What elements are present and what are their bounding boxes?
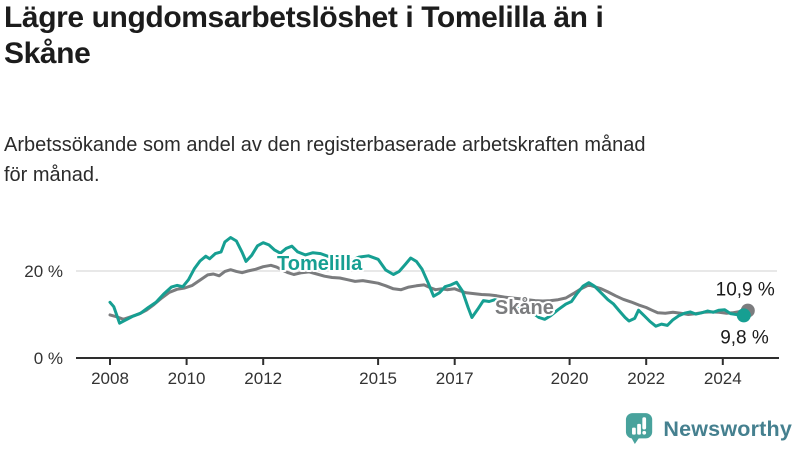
newsworthy-logo-icon [626,413,653,444]
y-tick-label-0: 0 % [34,349,63,368]
x-tick-label-2008: 2008 [91,369,129,388]
newsworthy-logo-text: Newsworthy [663,417,792,441]
end-value-label-skåne: 10,9 % [716,280,775,301]
x-tick-label-2024: 2024 [704,369,742,388]
title-line-2: Skåne [4,37,91,70]
subtitle-line-2: för månad. [4,164,100,186]
series-label-skåne: Skåne [495,296,554,319]
x-tick-label-2012: 2012 [244,369,282,388]
x-tick-label-2022: 2022 [627,369,665,388]
x-tick-label-2017: 2017 [436,369,474,388]
series-label-tomelilla: Tomelilla [277,253,363,275]
logo-bubble-tail [630,436,641,444]
page-title: Lägre ungdomsarbetslöshet i Tomelilla än… [4,0,788,72]
logo-exclamation-stem [642,417,647,430]
newsworthy-logo: Newsworthy [625,412,792,446]
x-tick-label-2020: 2020 [551,369,589,388]
series-line-tomelilla [108,236,748,328]
logo-bar-2 [637,423,642,435]
x-tick-label-2015: 2015 [359,369,397,388]
series-line-skåne [108,263,748,321]
end-dot-tomelilla [736,308,751,323]
x-tick-label-2010: 2010 [168,369,206,388]
y-tick-label-20: 20 % [24,262,63,281]
end-value-label-tomelilla: 9,8 % [720,327,769,348]
logo-exclamation-dot [642,430,647,435]
logo-bar-1 [632,427,637,435]
subtitle-line-1: Arbetssökande som andel av den registerb… [4,134,646,156]
chart-subtitle: Arbetssökande som andel av den registerb… [4,130,788,190]
unemployment-line-chart: 2008 2010 2012 2015 2017 2020 2022 2024 0 % 20 % S… [24,236,779,388]
title-line-1: Lägre ungdomsarbetslöshet i Tomelilla än… [4,1,604,34]
